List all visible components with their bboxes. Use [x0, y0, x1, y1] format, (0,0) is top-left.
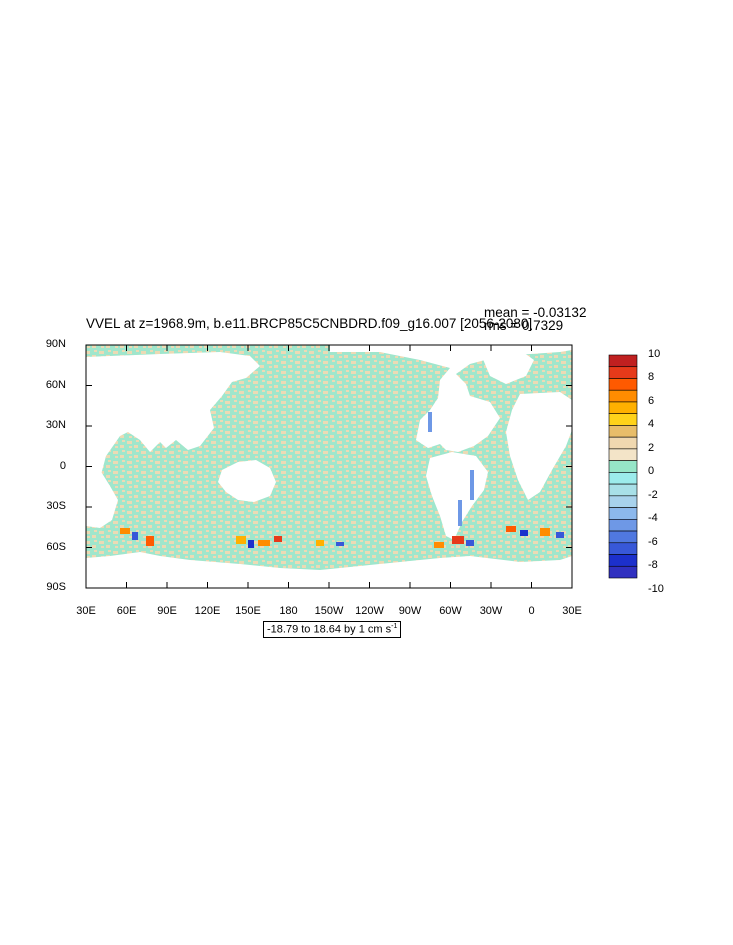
antarctica-landmass: [86, 552, 572, 588]
x-label-90w: 90W: [398, 605, 422, 617]
contour-range-label: -18.79 to 18.64 by 1 cm s-1: [263, 621, 402, 638]
colorbar-label: -2: [648, 488, 658, 501]
colorbar-swatch: [608, 507, 638, 520]
colorbar-swatch: [608, 436, 638, 450]
plot-title: VVEL at z=1968.9m, b.e11.BRCP85C5CNBDRD.…: [86, 316, 533, 331]
x-label-120e: 120E: [194, 605, 221, 617]
colorbar-swatch: [608, 389, 638, 403]
colorbar-swatch: [608, 354, 638, 368]
x-label-120w: 120W: [355, 605, 384, 617]
colorbar-swatch: [608, 378, 638, 391]
colorbar-label: -4: [648, 512, 658, 525]
colorbar-swatch: [608, 460, 638, 473]
y-label-90n: 90N: [45, 338, 66, 350]
colorbar-swatch: [608, 366, 638, 379]
x-label-180: 180: [279, 605, 298, 617]
colorbar-swatch: [608, 448, 638, 461]
x-tick-marks: [85, 345, 573, 588]
mean-value: mean = -0.03132: [484, 305, 587, 320]
x-label-30e: 30E: [76, 605, 96, 617]
colorbar-swatch: [608, 519, 638, 532]
colorbar-swatch: [608, 554, 638, 567]
colorbar-swatch: [608, 565, 638, 579]
colorbar-swatch: [608, 401, 638, 414]
australia-landmass: [218, 460, 276, 502]
y-label-30s: 30S: [46, 500, 66, 512]
colorbar-label: 0: [648, 465, 655, 478]
colorbar-swatch: [608, 495, 638, 508]
ocean-field: [86, 345, 572, 588]
north-america-landmass: [330, 345, 572, 452]
colorbar-swatch: [608, 542, 638, 555]
eurasia-africa-landmass: [86, 352, 260, 502]
x-label-60w: 60W: [439, 605, 462, 617]
colorbar-swatch: [608, 472, 638, 485]
x-label-60e: 60E: [116, 605, 137, 617]
greenland-landmass: [480, 350, 534, 384]
y-label-60n: 60N: [45, 379, 66, 391]
colorbar-swatch: [608, 483, 638, 497]
y-label-60s: 60S: [46, 541, 66, 553]
colorbar-label: 2: [648, 441, 655, 454]
colorbar-label: -6: [648, 535, 658, 548]
colorbar-label: -8: [648, 559, 658, 572]
colorbar-label: 4: [648, 418, 655, 431]
range-unit-exponent: -1: [391, 623, 398, 630]
rms-value: rms = 0.7329: [484, 318, 564, 333]
colorbar-swatch: [608, 530, 638, 544]
y-tick-marks: [86, 344, 572, 589]
colorbar-swatch: [608, 413, 638, 426]
y-label-0: 0: [59, 460, 66, 472]
x-label-0: 0: [528, 605, 535, 617]
y-label-90s: 90S: [46, 581, 66, 593]
range-text: -18.79 to 18.64 by 1 cm s: [267, 623, 392, 636]
x-label-30w: 30W: [479, 605, 503, 617]
africa-landmass: [506, 392, 572, 500]
x-label-30e-right: 30E: [562, 605, 582, 617]
colorbar-swatch: [608, 425, 638, 438]
colorbar-label: 10: [648, 348, 661, 360]
y-label-30n: 30N: [45, 419, 66, 431]
colorbar: [608, 354, 638, 579]
x-label-150w: 150W: [314, 605, 344, 617]
colorbar-label: 6: [648, 394, 655, 407]
colorbar-label: -10: [648, 582, 664, 595]
africa-south-landmass: [86, 470, 118, 528]
x-label-90e: 90E: [157, 605, 177, 617]
colorbar-label: 8: [648, 371, 655, 384]
x-label-150e: 150E: [235, 605, 261, 617]
